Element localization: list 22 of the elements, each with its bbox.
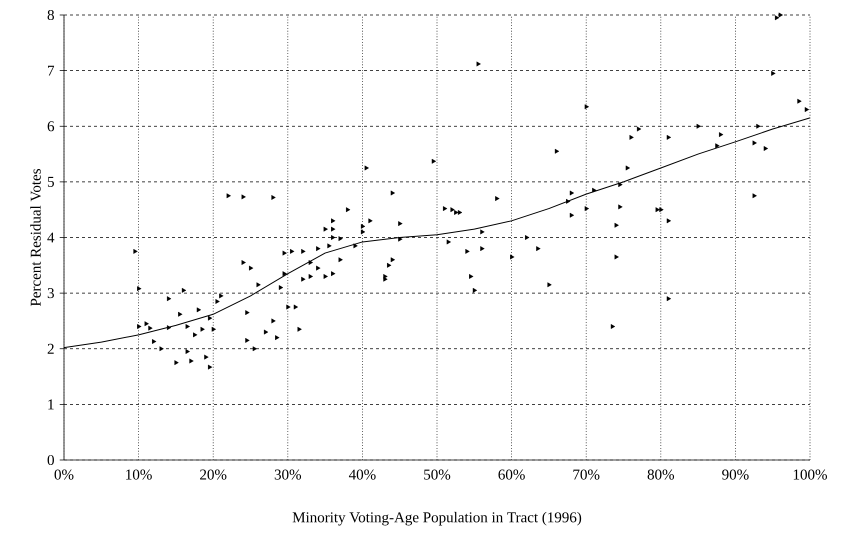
x-tick-label: 20% <box>200 469 226 480</box>
x-tick-label: 60% <box>498 469 525 480</box>
y-tick-label: 8 <box>48 10 54 20</box>
y-tick-label: 2 <box>48 344 54 354</box>
x-tick-label: 50% <box>424 469 450 480</box>
x-tick-label: 0% <box>54 469 74 480</box>
x-tick-label: 30% <box>274 469 302 480</box>
x-tick-label: 100% <box>794 469 827 480</box>
y-tick-label: 7 <box>48 66 54 76</box>
y-tick-label: 4 <box>47 232 54 242</box>
y-tick-label: 5 <box>48 176 54 187</box>
x-tick-label: 80% <box>648 469 674 480</box>
y-axis-title: Percent Residual Votes <box>30 169 41 306</box>
y-tick-label: 1 <box>48 399 54 410</box>
x-axis-title: Minority Voting-Age Population in Tract (1996) <box>292 512 582 526</box>
y-tick-label: 0 <box>48 454 54 466</box>
x-tick-label: 70% <box>573 469 600 480</box>
y-tick-label: 6 <box>48 121 54 132</box>
x-tick-label: 10% <box>126 469 152 480</box>
y-tick-label: 3 <box>48 288 54 298</box>
x-tick-label: 90% <box>722 469 749 480</box>
x-tick-label: 40% <box>348 469 376 480</box>
